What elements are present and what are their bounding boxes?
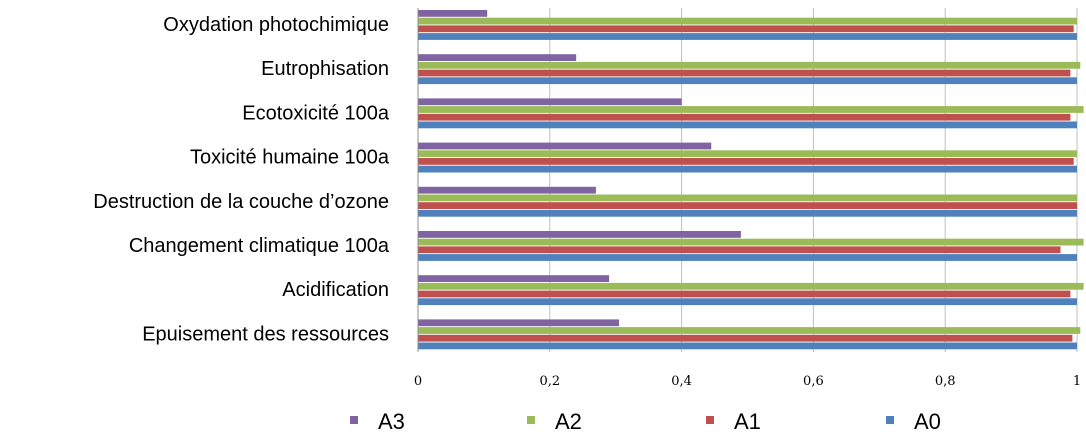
- category-label: Toxicité humaine 100a: [190, 147, 390, 169]
- bar-a2-6: [418, 282, 1084, 290]
- bar-a0-6: [418, 298, 1077, 306]
- bar-a0-0: [418, 33, 1077, 40]
- bar-a3-6: [418, 275, 610, 282]
- bar-a1-4: [418, 202, 1077, 209]
- category-label: Changement climatique 100a: [129, 235, 390, 257]
- category-labels: Oxydation photochimique Eutrophisation Eco…: [93, 14, 390, 345]
- category-label: Acidification: [282, 279, 389, 301]
- bar-a0-2: [418, 121, 1077, 129]
- bar-a1-6: [418, 290, 1071, 298]
- bar-a1-5: [418, 246, 1061, 254]
- bar-a3-5: [418, 231, 741, 238]
- bar-a3-2: [418, 98, 682, 106]
- bar-a2-4: [418, 194, 1077, 202]
- x-tick-label: 0,4: [671, 374, 692, 389]
- bar-a1-3: [418, 158, 1074, 165]
- legend: A3 A2 A1 A0: [350, 409, 941, 434]
- bar-a1-2: [418, 113, 1071, 121]
- x-tick-label: 0: [414, 374, 422, 389]
- x-tick-label: 1: [1073, 374, 1081, 389]
- legend-label-a3: A3: [378, 409, 405, 434]
- bar-a2-0: [418, 17, 1077, 25]
- category-label: Oxydation photochimique: [163, 14, 389, 36]
- bar-a3-3: [418, 142, 712, 150]
- bars: [418, 10, 1084, 350]
- category-label: Ecotoxicité 100a: [242, 102, 390, 124]
- bar-a0-3: [418, 165, 1077, 173]
- legend-label-a1: A1: [734, 409, 761, 434]
- x-tick-label: 0,6: [803, 374, 824, 389]
- legend-swatch-a2: [527, 416, 535, 424]
- legend-label-a2: A2: [555, 409, 582, 434]
- bar-a2-7: [418, 327, 1081, 334]
- bar-a3-4: [418, 186, 596, 194]
- bar-a1-0: [418, 25, 1074, 33]
- bar-a2-5: [418, 238, 1084, 246]
- bar-a0-4: [418, 209, 1077, 217]
- bar-a3-0: [418, 10, 488, 17]
- bar-a0-5: [418, 254, 1077, 261]
- bar-a0-1: [418, 77, 1077, 85]
- x-tick-label: 0,2: [539, 374, 560, 389]
- legend-label-a0: A0: [914, 409, 941, 434]
- category-label: Epuisement des ressources: [142, 323, 389, 345]
- bar-a0-7: [418, 342, 1077, 350]
- bar-a2-1: [418, 61, 1081, 69]
- category-label: Destruction de la couche d’ozone: [93, 191, 389, 213]
- bar-a3-7: [418, 319, 619, 327]
- legend-swatch-a1: [706, 416, 714, 424]
- x-tick-labels: 0 0,2 0,4 0,6 0,8 1: [414, 374, 1081, 389]
- legend-swatch-a3: [350, 416, 358, 424]
- bar-a2-3: [418, 150, 1077, 158]
- bar-a3-1: [418, 54, 577, 61]
- bar-a1-7: [418, 334, 1073, 342]
- category-label: Eutrophisation: [261, 58, 389, 80]
- bar-a1-1: [418, 69, 1071, 77]
- bar-a2-2: [418, 106, 1084, 113]
- x-tick-label: 0,8: [935, 374, 956, 389]
- legend-swatch-a0: [886, 416, 894, 424]
